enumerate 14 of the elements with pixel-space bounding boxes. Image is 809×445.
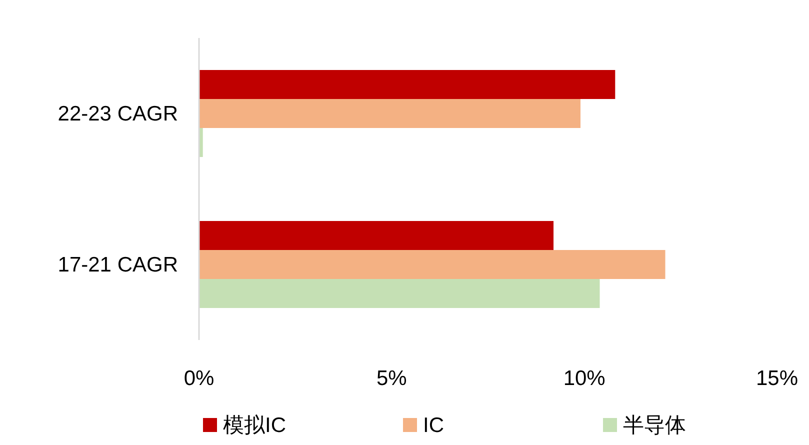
bar [199, 221, 554, 250]
x-tick-label: 5% [376, 367, 407, 390]
bar [199, 250, 666, 279]
y-tick-label: 17-21 CAGR [58, 254, 178, 276]
x-tick-label: 0% [184, 367, 214, 390]
y-tick-label: 22-23 CAGR [58, 102, 178, 126]
bar [199, 99, 580, 128]
legend-label: 半导体 [623, 414, 686, 437]
x-tick-label: 15% [756, 367, 798, 390]
x-tick-label: 10% [563, 367, 606, 390]
bar [199, 279, 600, 308]
legend-label: 模拟IC [223, 414, 286, 437]
legend-label: IC [423, 414, 444, 437]
bar [199, 70, 616, 99]
